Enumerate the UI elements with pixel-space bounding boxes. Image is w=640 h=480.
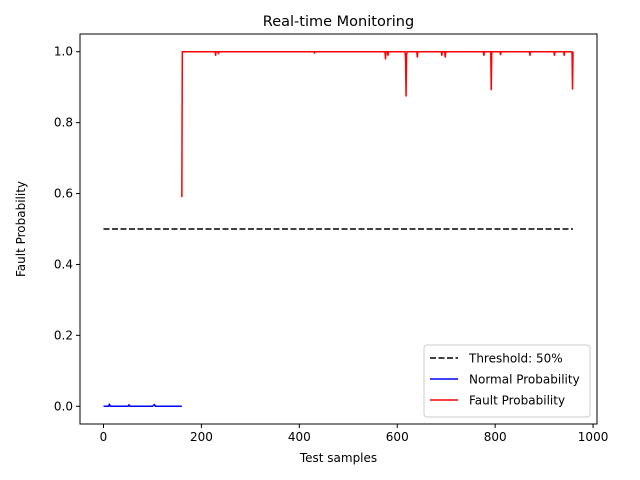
x-tick-label: 0 (100, 430, 108, 444)
axes-frame (79, 33, 598, 425)
series-line-3 (181, 50, 574, 198)
x-tick-label: 600 (386, 430, 409, 444)
y-tick-label: 0.4 (54, 257, 73, 271)
y-tick-label: 0.2 (54, 328, 73, 342)
legend: Threshold: 50% Normal Probability Fault Pr… (423, 344, 591, 418)
x-tick-label: 400 (288, 430, 311, 444)
y-tick-label: 0.0 (54, 399, 73, 413)
y-tick-label: 0.6 (54, 187, 73, 201)
y-tick-label: 1.0 (54, 45, 73, 59)
x-axis-ticks: 0 200 400 600 800 1000 (100, 424, 609, 444)
y-axis-ticks: 0.0 0.2 0.4 0.6 0.8 1.0 (54, 45, 80, 413)
y-tick-label: 0.8 (54, 116, 73, 130)
series-line-2 (103, 403, 182, 408)
x-tick-label: 200 (190, 430, 213, 444)
legend-label-3: Fault Probability (469, 394, 565, 408)
y-axis-label: Fault Probability (14, 181, 28, 277)
chart-title: Real-time Monitoring (263, 14, 414, 30)
legend-label-1: Threshold: 50% (468, 352, 563, 366)
legend-label-2: Normal Probability (469, 373, 580, 387)
legend-box (423, 344, 591, 418)
x-tick-label: 1000 (578, 430, 609, 444)
plot-lines (103, 50, 574, 408)
x-tick-label: 800 (484, 430, 507, 444)
x-axis-label: Test samples (299, 451, 377, 465)
